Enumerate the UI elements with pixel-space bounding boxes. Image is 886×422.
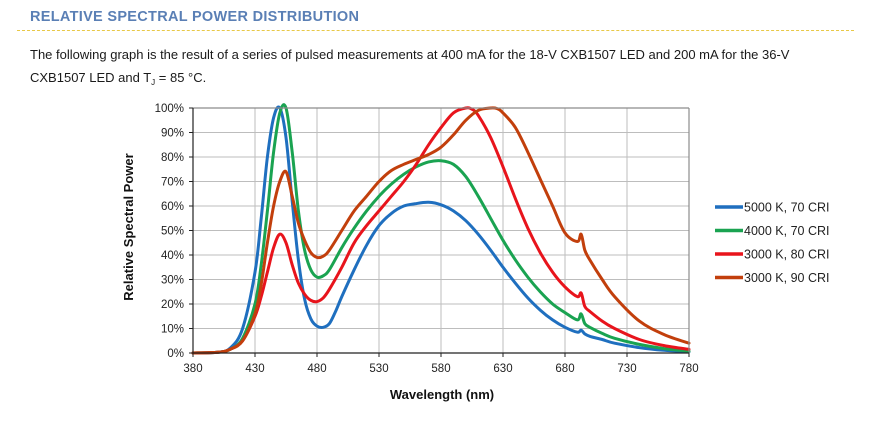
y-tick-label: 50% (161, 226, 184, 238)
y-tick-label: 10% (161, 324, 184, 336)
y-tick-label: 0% (167, 348, 184, 360)
x-tick-label: 730 (617, 363, 636, 375)
chart-legend: 5000 K, 70 CRI 4000 K, 70 CRI 3000 K, 80 C… (715, 201, 829, 285)
legend-label: 3000 K, 90 CRI (744, 271, 829, 285)
description-paragraph: The following graph is the result of a s… (30, 43, 870, 94)
description-line-2-post: = 85 °C. (155, 70, 207, 85)
y-tick-label: 20% (161, 299, 184, 311)
x-tick-label: 430 (245, 363, 264, 375)
x-tick-label: 380 (183, 363, 202, 375)
y-tick-label: 80% (161, 152, 184, 164)
description-line-2-pre: CXB1507 LED and T (30, 70, 152, 85)
description-line-1: The following graph is the result of a s… (30, 47, 790, 62)
y-tick-label: 40% (161, 250, 184, 262)
section-title: RELATIVE SPECTRAL POWER DISTRIBUTION (30, 9, 360, 25)
chart-axes (189, 107, 690, 357)
series-line-3000-k-80-cri (191, 106, 691, 355)
x-tick-label: 630 (493, 363, 512, 375)
y-tick-label: 70% (161, 177, 184, 189)
legend-label: 5000 K, 70 CRI (744, 201, 829, 215)
series-line-4000-k-70-cri (191, 103, 691, 355)
x-tick-label: 780 (679, 363, 698, 375)
junction-subscript: J (151, 78, 156, 87)
x-tick-label: 680 (555, 363, 574, 375)
legend-label: 4000 K, 70 CRI (744, 224, 829, 238)
chart-tick-labels: 0% 10% 20% 30% 40% 50% 60% 70% 80% 90% 100% 380 430 4… (155, 103, 699, 375)
title-divider (17, 30, 854, 31)
x-tick-label: 580 (431, 363, 450, 375)
x-tick-label: 480 (307, 363, 326, 375)
x-tick-label: 530 (369, 363, 388, 375)
y-tick-label: 90% (161, 128, 184, 140)
x-axis-label: Wavelength (nm) (390, 387, 494, 402)
y-tick-label: 30% (161, 275, 184, 287)
series-line-3000-k-90-cri (191, 106, 691, 355)
y-tick-label: 100% (155, 103, 184, 115)
y-tick-label: 60% (161, 201, 184, 213)
y-axis-label: Relative Spectral Power (121, 153, 136, 300)
chart-grid (193, 107, 690, 353)
legend-label: 3000 K, 80 CRI (744, 248, 829, 262)
